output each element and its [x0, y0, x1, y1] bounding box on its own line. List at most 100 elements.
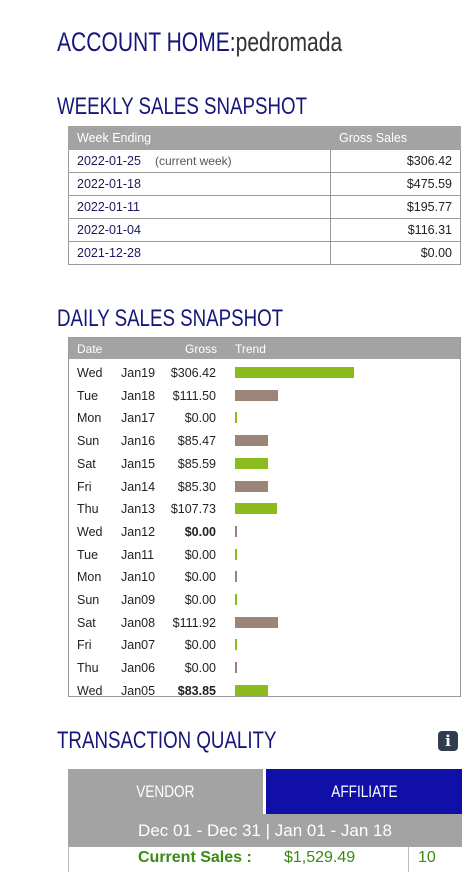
trend-bar: [235, 548, 237, 560]
day-gross: $85.59: [177, 456, 216, 471]
week-ending-cell: 2021-12-28: [68, 241, 331, 265]
trend-bar: [235, 594, 237, 605]
weekly-row[interactable]: 2022-01-11 $195.77: [68, 195, 461, 219]
day-date: Jan12: [121, 524, 156, 539]
current-sales-label: Current Sales :: [138, 849, 252, 866]
daily-row[interactable]: Thu Jan13 $107.73: [69, 498, 460, 520]
week-ending-cell: 2022-01-04: [68, 218, 331, 242]
daily-row[interactable]: Tue Jan18 $111.50: [69, 385, 460, 407]
week-ending-date: 2021-12-28: [77, 246, 141, 260]
day-date: Jan08: [121, 615, 156, 630]
transaction-quality-tabs: VENDOR AFFILIATE: [68, 769, 462, 814]
gross-header: Gross: [185, 342, 218, 356]
daily-row[interactable]: Fri Jan14 $85.30: [69, 476, 460, 498]
weekly-row[interactable]: 2021-12-28 $0.00: [68, 241, 461, 265]
weekly-row[interactable]: 2022-01-25 (current week) $306.42: [68, 149, 461, 173]
daily-row[interactable]: Sat Jan08 $111.92: [69, 612, 460, 634]
day-gross: $107.73: [170, 502, 216, 517]
day-of-week: Mon: [77, 411, 102, 426]
account-username: pedromada: [235, 27, 343, 57]
day-of-week: Wed: [77, 366, 103, 380]
daily-header-row: Date Gross Trend: [69, 338, 460, 359]
gross-sales-cell: $116.31: [330, 218, 461, 242]
tab-affiliate[interactable]: AFFILIATE: [266, 769, 462, 814]
week-ending-cell: 2022-01-25 (current week): [68, 149, 331, 173]
trend-bar: [235, 616, 279, 628]
current-week-note: (current week): [154, 154, 232, 168]
date-header: Date: [77, 342, 103, 356]
daily-row[interactable]: Sun Jan16 $85.47: [69, 430, 460, 452]
day-date: Jan15: [121, 456, 156, 471]
date-range-header: Dec 01 - Dec 31 | Jan 01 - Jan 18: [68, 814, 462, 847]
page-title: ACCOUNT HOME:pedromada: [57, 24, 342, 60]
day-gross: $85.47: [177, 434, 216, 449]
transaction-quality-title: TRANSACTION QUALITY: [57, 727, 277, 754]
current-sales-row: Current Sales : $1,529.49 10: [68, 847, 462, 872]
tab-vendor-label: VENDOR: [136, 782, 195, 801]
day-date: Jan14: [121, 479, 156, 494]
trend-bar: [235, 457, 269, 469]
day-of-week: Tue: [77, 388, 99, 403]
weekly-sales-table: Week Ending Gross Sales 2022-01-25 (curre…: [68, 126, 461, 265]
daily-row[interactable]: Fri Jan07 $0.00: [69, 634, 460, 656]
daily-row[interactable]: Mon Jan17 $0.00: [69, 407, 460, 429]
day-date: Jan17: [121, 411, 156, 426]
day-of-week: Thu: [77, 502, 99, 517]
weekly-header-row: Week Ending Gross Sales: [68, 126, 461, 150]
week-ending-cell: 2022-01-18: [68, 172, 331, 196]
week-ending-date: 2022-01-11: [77, 200, 141, 214]
trend-bar: [235, 367, 354, 378]
tab-vendor[interactable]: VENDOR: [68, 769, 263, 814]
daily-row[interactable]: Wed Jan12 $0.00: [69, 521, 460, 543]
weekly-sales-title: WEEKLY SALES SNAPSHOT: [57, 93, 308, 120]
gross-sales-cell: $475.59: [330, 172, 461, 196]
day-of-week: Fri: [77, 638, 92, 653]
daily-row[interactable]: Sun Jan09 $0.00: [69, 589, 460, 611]
trend-bar: [235, 639, 237, 651]
daily-row[interactable]: Wed Jan05 $83.85: [69, 680, 460, 702]
info-icon[interactable]: i: [438, 731, 458, 751]
daily-row[interactable]: Wed Jan19 $306.42: [69, 362, 460, 384]
current-sales-count: 10: [418, 849, 436, 866]
day-of-week: Wed: [77, 683, 103, 698]
day-gross: $85.30: [177, 479, 216, 494]
week-ending-cell: 2022-01-11: [68, 195, 331, 219]
trend-bar: [235, 435, 269, 447]
day-gross: $111.92: [172, 615, 216, 630]
day-date: Jan05: [121, 683, 156, 698]
day-of-week: Fri: [77, 479, 92, 494]
current-sales-value: $1,529.49: [284, 849, 356, 866]
day-date: Jan18: [121, 388, 156, 403]
daily-row[interactable]: Thu Jan06 $0.00: [69, 657, 460, 679]
gross-sales-cell: $195.77: [330, 195, 461, 219]
day-of-week: Wed: [77, 524, 103, 539]
trend-bar: [235, 412, 237, 424]
day-gross: $83.85: [177, 683, 216, 698]
daily-row[interactable]: Mon Jan10 $0.00: [69, 566, 460, 588]
day-of-week: Sun: [77, 593, 100, 607]
day-gross: $0.00: [184, 661, 216, 676]
weekly-row[interactable]: 2022-01-04 $116.31: [68, 218, 461, 242]
gross-sales-cell: $0.00: [330, 241, 461, 265]
day-gross: $0.00: [184, 570, 216, 585]
weekly-row[interactable]: 2022-01-18 $475.59: [68, 172, 461, 196]
day-gross: $306.42: [170, 366, 216, 380]
daily-row[interactable]: Tue Jan11 $0.00: [69, 544, 460, 566]
week-ending-date: 2022-01-25: [77, 154, 141, 168]
daily-row[interactable]: Sat Jan15 $85.59: [69, 453, 460, 475]
day-date: Jan10: [121, 570, 156, 585]
account-home-label: ACCOUNT HOME:: [57, 27, 236, 57]
day-date: Jan16: [121, 434, 156, 449]
day-gross: $0.00: [184, 411, 216, 426]
day-gross: $0.00: [184, 638, 216, 653]
week-ending-date: 2022-01-18: [77, 177, 141, 191]
gross-sales-cell: $306.42: [330, 149, 461, 173]
day-gross: $0.00: [184, 547, 216, 562]
day-of-week: Thu: [77, 661, 99, 676]
trend-bar: [235, 525, 237, 537]
day-date: Jan06: [121, 661, 156, 676]
daily-sales-title: DAILY SALES SNAPSHOT: [57, 305, 284, 332]
day-of-week: Mon: [77, 570, 102, 585]
week-ending-date: 2022-01-04: [77, 223, 141, 237]
trend-bar: [235, 503, 277, 515]
